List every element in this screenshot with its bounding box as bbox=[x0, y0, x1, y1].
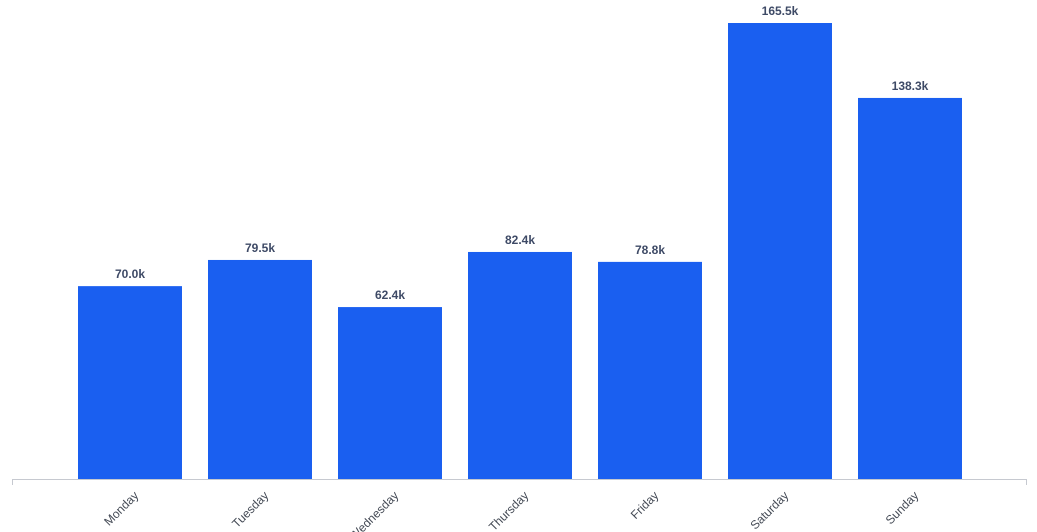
data-label-monday: 70.0k bbox=[115, 267, 145, 281]
x-tick-label-sunday: Sunday bbox=[883, 488, 922, 527]
x-tick-labels-group: Monday Tuesday Wednesday Thursday Friday Satu… bbox=[101, 488, 921, 532]
data-labels-group: 70.0k 79.5k 62.4k 82.4k 78.8k 165.5k 138.3k bbox=[115, 4, 929, 302]
x-tick-label-wednesday: Wednesday bbox=[347, 488, 402, 532]
bar-friday bbox=[598, 261, 702, 479]
x-tick-label-saturday: Saturday bbox=[747, 488, 791, 532]
data-label-wednesday: 62.4k bbox=[375, 288, 405, 302]
data-label-saturday: 165.5k bbox=[762, 4, 799, 18]
bar-monday bbox=[78, 286, 182, 479]
x-tick-label-thursday: Thursday bbox=[486, 488, 531, 532]
bar-thursday bbox=[468, 251, 572, 479]
data-label-friday: 78.8k bbox=[635, 243, 665, 257]
data-label-sunday: 138.3k bbox=[892, 79, 929, 93]
data-label-tuesday: 79.5k bbox=[245, 241, 275, 255]
bar-wednesday bbox=[338, 307, 442, 479]
bar-tuesday bbox=[208, 259, 312, 479]
bar-saturday bbox=[728, 23, 832, 479]
data-label-thursday: 82.4k bbox=[505, 233, 535, 247]
x-tick-label-monday: Monday bbox=[101, 488, 141, 528]
bars-group bbox=[78, 23, 962, 479]
x-tick-label-tuesday: Tuesday bbox=[229, 488, 271, 530]
bar-sunday bbox=[858, 97, 962, 479]
x-axis bbox=[12, 479, 1027, 485]
x-tick-label-friday: Friday bbox=[628, 488, 661, 521]
